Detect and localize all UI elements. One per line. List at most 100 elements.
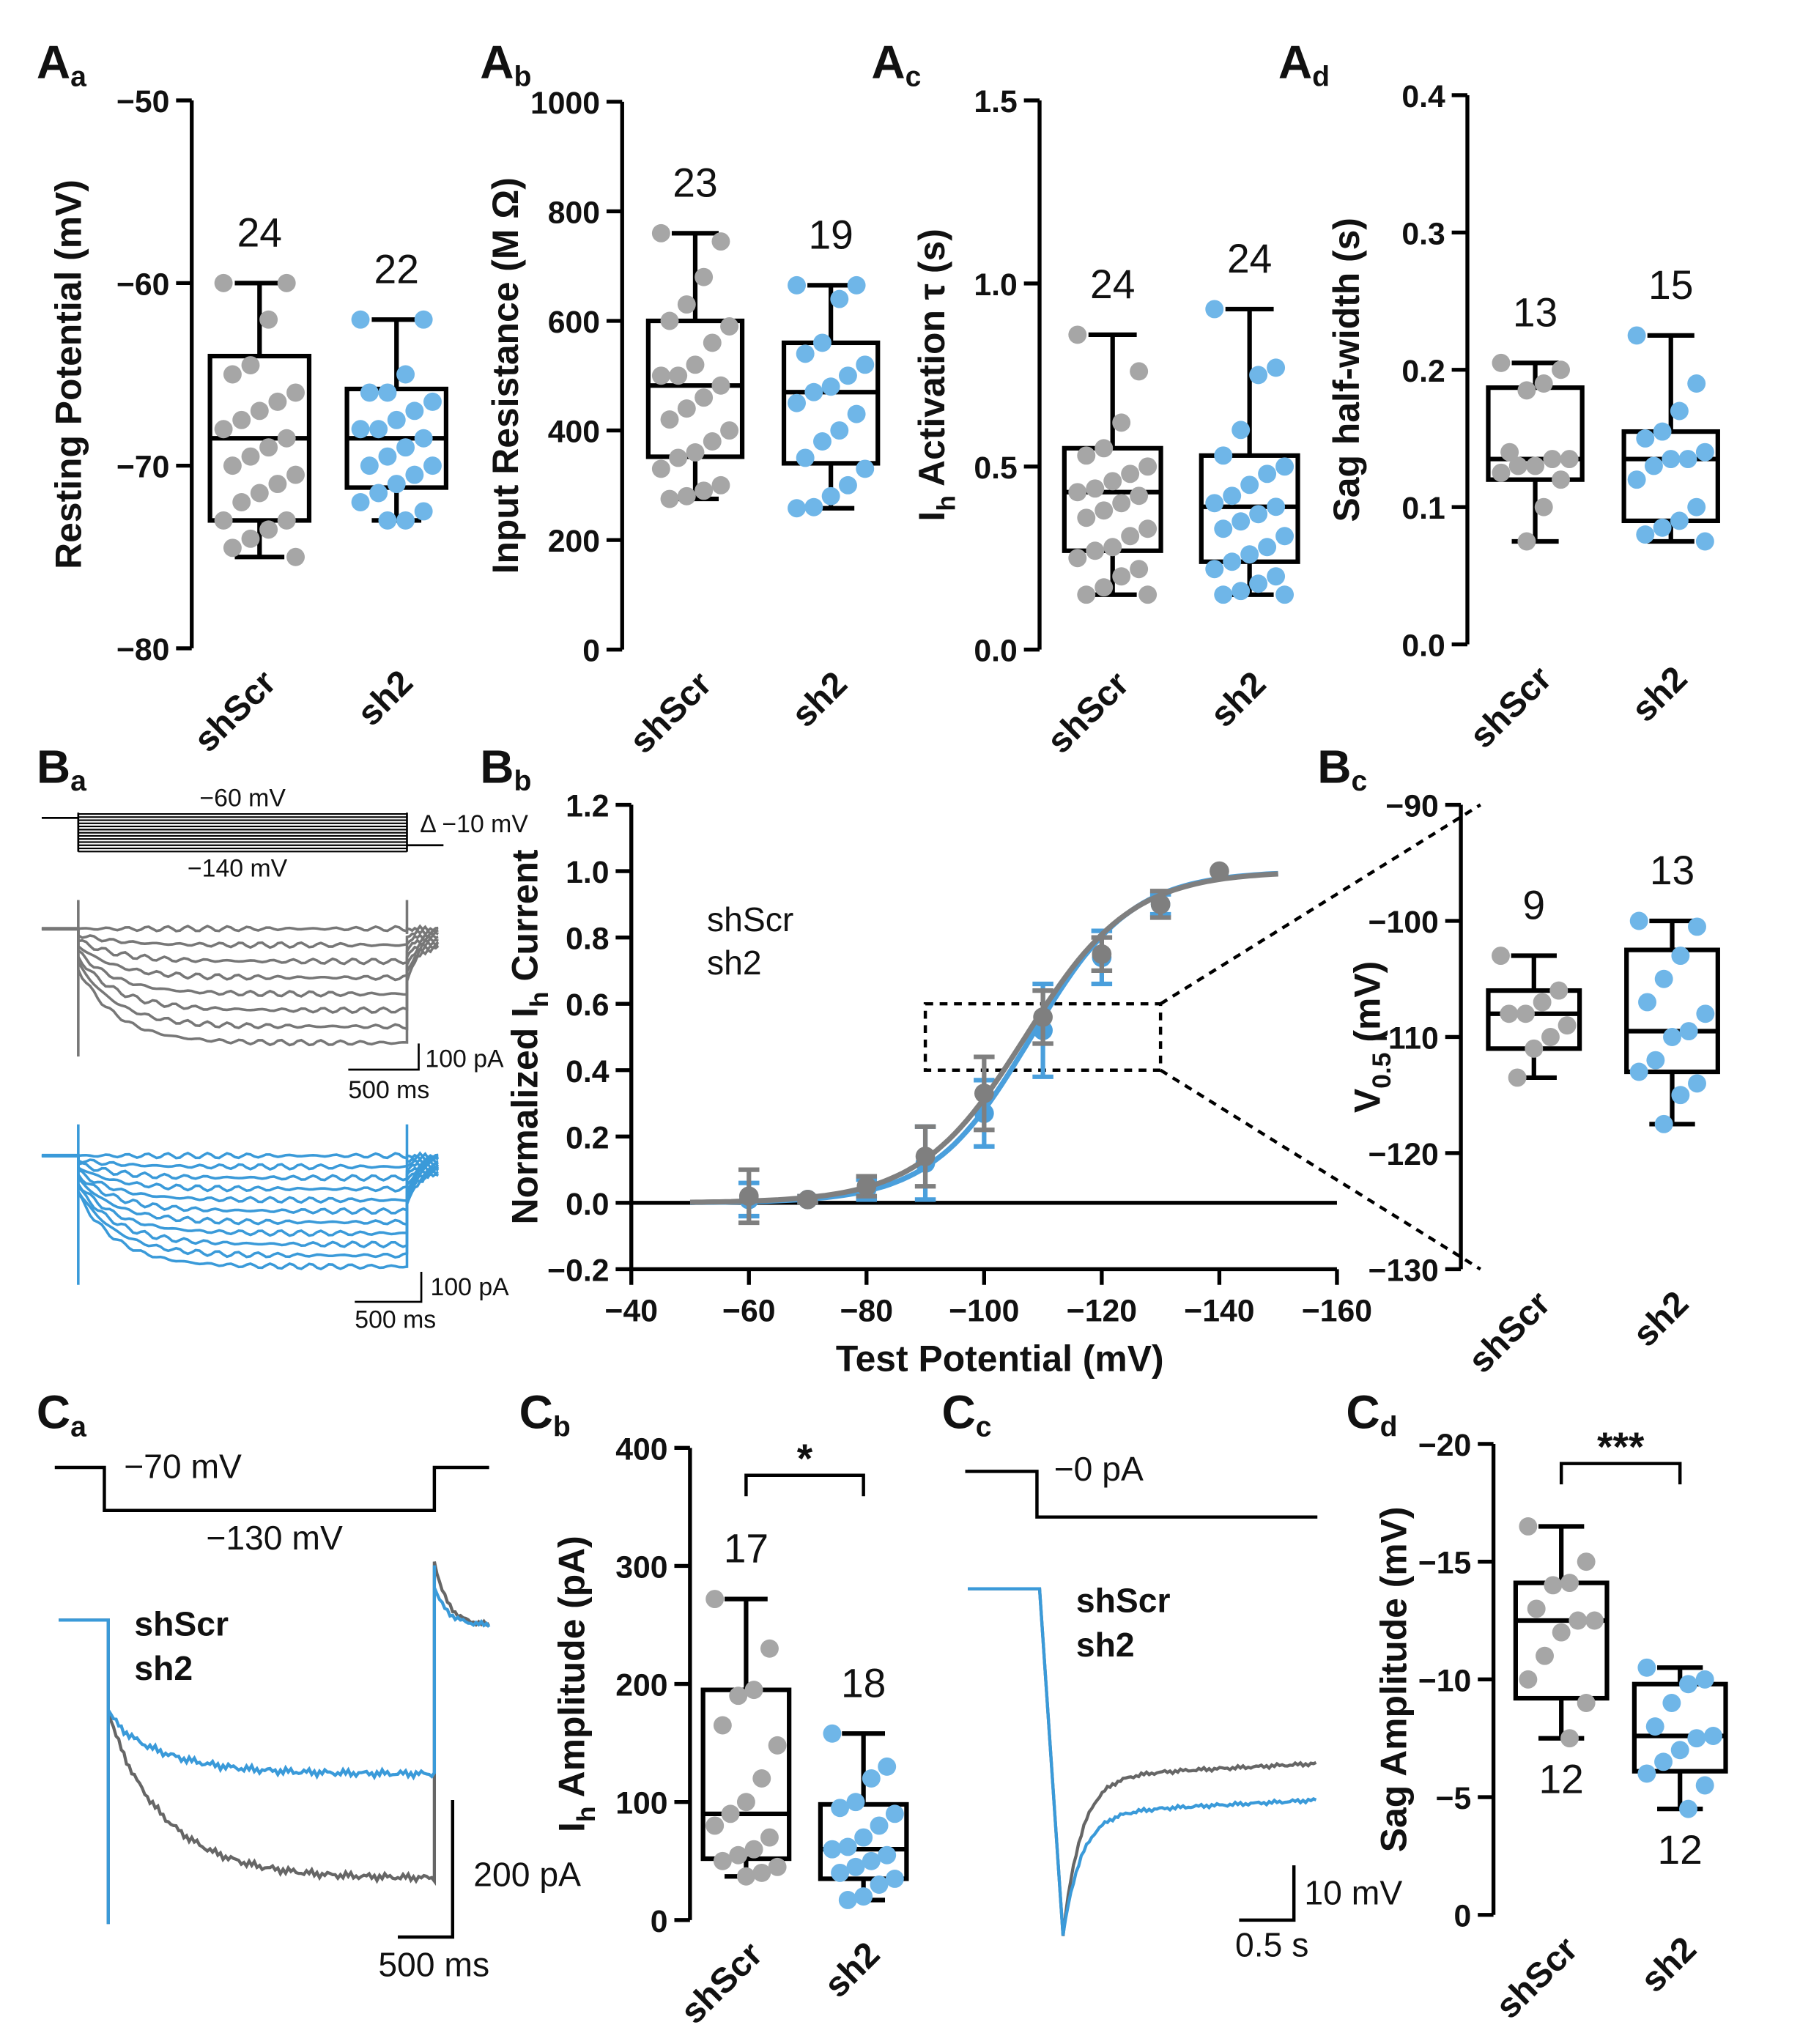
data-point <box>1232 512 1251 531</box>
n-label: 9 <box>1522 883 1545 928</box>
data-point <box>1210 861 1229 881</box>
data-point <box>1695 443 1714 462</box>
significance: * <box>797 1436 813 1481</box>
data-point <box>736 1793 755 1812</box>
data-point <box>1077 508 1096 527</box>
data-point <box>1205 494 1224 513</box>
data-point <box>1138 457 1158 476</box>
data-point <box>856 459 875 478</box>
y-tick-label: 1.2 <box>566 789 609 824</box>
data-point <box>360 383 379 402</box>
data-point <box>351 420 370 439</box>
data-point <box>1671 1086 1690 1105</box>
data-point <box>1121 464 1140 484</box>
data-point <box>1541 1028 1560 1046</box>
y-tick-label: 800 <box>548 195 600 230</box>
panel-sub: c <box>905 62 922 93</box>
data-point <box>1138 519 1158 538</box>
data-point <box>686 443 705 462</box>
data-point <box>1558 1016 1577 1035</box>
x-tick-label: shScr <box>673 1934 770 2032</box>
data-point <box>286 547 305 566</box>
data-point <box>259 438 278 457</box>
data-point <box>1249 366 1268 385</box>
data-point <box>830 421 849 440</box>
data-point <box>387 410 406 429</box>
data-point <box>1534 497 1553 516</box>
panel-label: Ac <box>871 36 921 93</box>
data-point <box>378 511 397 530</box>
x-tick-label: sh2 <box>1633 1929 1704 2000</box>
data-point <box>831 1863 850 1882</box>
current-trace <box>41 1154 439 1204</box>
data-point <box>369 420 388 439</box>
trace-label: 100 pA <box>425 1045 504 1073</box>
data-point <box>878 1845 897 1865</box>
data-point <box>788 393 806 412</box>
data-point <box>1704 1727 1722 1745</box>
y-tick-label: 400 <box>548 415 600 450</box>
y-axis-label: Resting Potential (mV) <box>48 179 89 569</box>
data-point <box>1549 981 1568 1000</box>
n-label: 12 <box>1538 1756 1583 1802</box>
data-point <box>1267 567 1286 586</box>
data-point <box>1492 463 1511 482</box>
trace-label: 10 mV <box>1304 1873 1402 1911</box>
data-point <box>878 1757 897 1776</box>
panel-label: Cc <box>941 1386 991 1443</box>
voltage-trace <box>968 1587 1317 1936</box>
data-point <box>1671 947 1690 966</box>
data-point <box>1568 1611 1588 1630</box>
data-point <box>729 1845 748 1865</box>
trace-label: −60 mV <box>199 784 286 812</box>
data-point <box>1688 1074 1706 1093</box>
x-tick-label: shScr <box>1040 664 1137 761</box>
data-point <box>1552 470 1570 489</box>
panel-letter: B <box>37 740 70 793</box>
data-point <box>768 1736 787 1755</box>
data-point <box>1662 1694 1681 1712</box>
y-tick-label: 1.0 <box>566 855 609 890</box>
data-point <box>862 1769 881 1788</box>
x-tick-label: sh2 <box>349 662 421 733</box>
data-point <box>870 1816 889 1835</box>
data-point <box>1627 470 1646 489</box>
data-point <box>736 1867 755 1886</box>
protocol-edge <box>77 812 408 852</box>
current-trace <box>41 927 439 949</box>
voltage-trace <box>968 1587 1317 1936</box>
scale-bar <box>398 1800 455 1939</box>
data-point <box>705 1816 725 1835</box>
data-point <box>1267 497 1286 516</box>
n-label: 12 <box>1658 1827 1703 1873</box>
current-trace <box>41 1153 440 1270</box>
current-trace <box>41 1155 440 1237</box>
y-axis-label-part: Input Resistance (M Ω) <box>485 177 526 574</box>
data-point <box>974 1084 994 1103</box>
data-point <box>1636 525 1655 544</box>
data-point <box>1232 582 1251 601</box>
data-point <box>1249 505 1268 524</box>
y-tick-label: −10 <box>1418 1663 1471 1698</box>
panel-letter: A <box>37 36 70 89</box>
y-tick-label: −60 <box>116 267 169 302</box>
x-tick-label: sh2 <box>1625 1284 1696 1355</box>
y-tick-label: 0.2 <box>1401 354 1445 389</box>
y-axis-label-part: Sag half-width (s) <box>1326 218 1367 522</box>
y-axis-label-part: I <box>552 1822 593 1832</box>
y-axis-label: Sag Amplitude (mV) <box>1373 1507 1414 1853</box>
n-label: 13 <box>1650 848 1695 893</box>
x-tick-label: shScr <box>186 662 284 760</box>
n-label: 15 <box>1648 262 1693 308</box>
data-point <box>1130 362 1149 381</box>
data-point <box>788 275 806 295</box>
panel-letter: B <box>480 740 514 793</box>
data-point <box>1654 1752 1673 1771</box>
data-point <box>1629 1062 1648 1081</box>
panel-letter: B <box>1317 740 1351 793</box>
data-point <box>214 511 233 530</box>
data-point <box>1077 585 1096 604</box>
protocol <box>41 817 444 847</box>
transient <box>77 1124 409 1285</box>
x-tick-label: shScr <box>1462 659 1560 756</box>
